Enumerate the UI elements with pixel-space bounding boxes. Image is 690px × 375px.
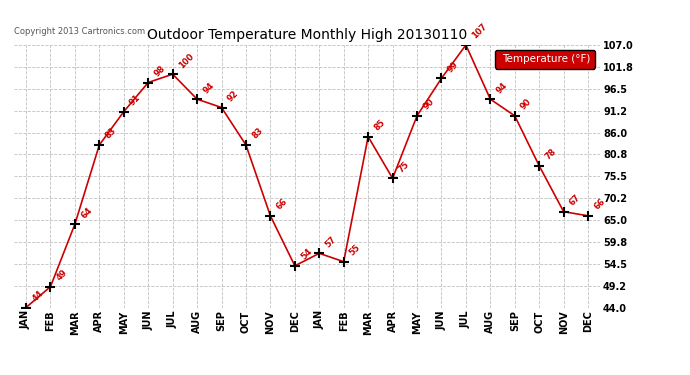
Text: 90: 90	[519, 97, 533, 112]
Text: 75: 75	[397, 160, 411, 174]
Text: 99: 99	[446, 60, 460, 74]
Text: 85: 85	[373, 118, 387, 132]
Text: 98: 98	[152, 64, 167, 78]
Text: 78: 78	[543, 147, 558, 162]
Text: 66: 66	[275, 197, 289, 211]
Text: 54: 54	[299, 247, 314, 262]
Text: 44: 44	[30, 289, 45, 303]
Text: 100: 100	[177, 51, 195, 70]
Text: 67: 67	[568, 193, 582, 207]
Text: 49: 49	[55, 268, 69, 282]
Text: 83: 83	[104, 126, 118, 141]
Text: 66: 66	[592, 197, 607, 211]
Text: 92: 92	[226, 89, 240, 104]
Text: 64: 64	[79, 206, 94, 220]
Title: Outdoor Temperature Monthly High 20130110: Outdoor Temperature Monthly High 2013011…	[147, 28, 467, 42]
Text: 83: 83	[250, 126, 265, 141]
Text: 57: 57	[324, 235, 338, 249]
Legend: Temperature (°F): Temperature (°F)	[495, 50, 595, 69]
Text: 91: 91	[128, 93, 143, 108]
Text: 94: 94	[201, 80, 216, 95]
Text: 90: 90	[421, 97, 435, 112]
Text: 107: 107	[470, 22, 489, 41]
Text: 94: 94	[495, 80, 509, 95]
Text: Copyright 2013 Cartronics.com: Copyright 2013 Cartronics.com	[14, 27, 145, 36]
Text: 55: 55	[348, 243, 362, 258]
